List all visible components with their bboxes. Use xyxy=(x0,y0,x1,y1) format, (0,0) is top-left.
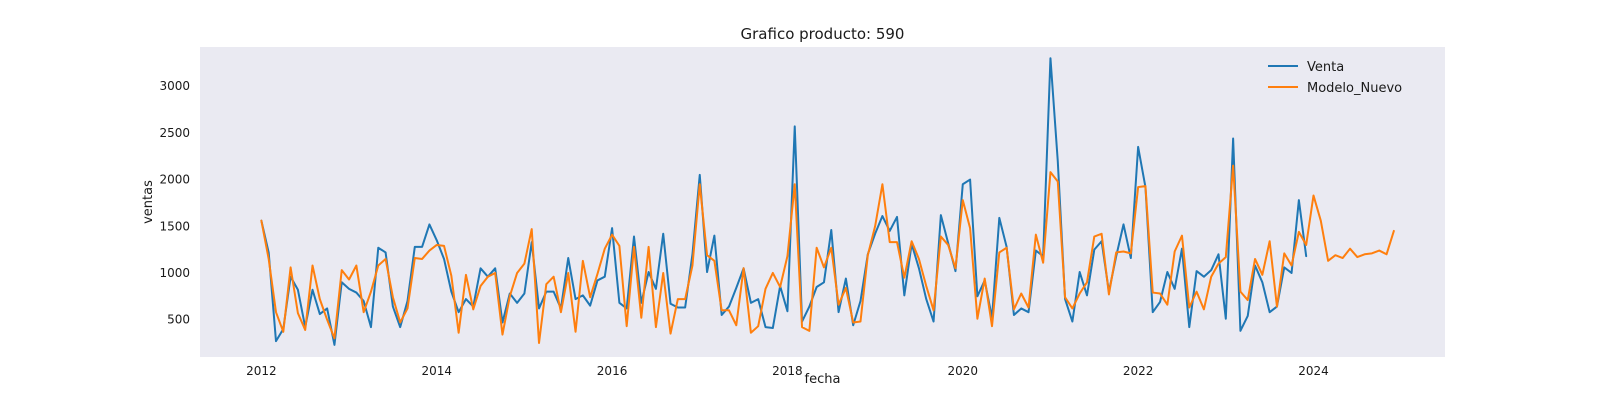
x-tick-label: 2012 xyxy=(246,364,277,378)
x-tick-label: 2014 xyxy=(421,364,452,378)
x-tick-label: 2016 xyxy=(597,364,628,378)
x-axis-title: fecha xyxy=(805,372,841,387)
series-line-modelo-nuevo xyxy=(260,164,1395,344)
y-axis-title: ventas xyxy=(141,180,156,224)
chart-title: Grafico producto: 590 xyxy=(741,25,905,43)
series-lines xyxy=(260,57,1395,346)
x-axis-ticks: 2012 2014 2016 2018 2020 2022 2024 xyxy=(246,364,1329,378)
y-tick-label: 1500 xyxy=(159,219,190,233)
y-tick-label: 2500 xyxy=(159,126,190,140)
y-axis-ticks: 500 1000 1500 2000 2500 3000 xyxy=(159,79,190,326)
y-tick-label: 2000 xyxy=(159,173,190,187)
plot-area-background xyxy=(200,47,1445,357)
legend-label: Modelo_Nuevo xyxy=(1307,81,1402,96)
y-tick-label: 500 xyxy=(167,313,190,327)
x-tick-label: 2022 xyxy=(1123,364,1154,378)
y-tick-label: 3000 xyxy=(159,79,190,93)
legend: Venta Modelo_Nuevo xyxy=(1268,60,1402,96)
legend-label: Venta xyxy=(1307,60,1344,75)
x-tick-label: 2018 xyxy=(772,364,803,378)
x-tick-label: 2024 xyxy=(1298,364,1329,378)
y-tick-label: 1000 xyxy=(159,266,190,280)
x-tick-label: 2020 xyxy=(948,364,979,378)
